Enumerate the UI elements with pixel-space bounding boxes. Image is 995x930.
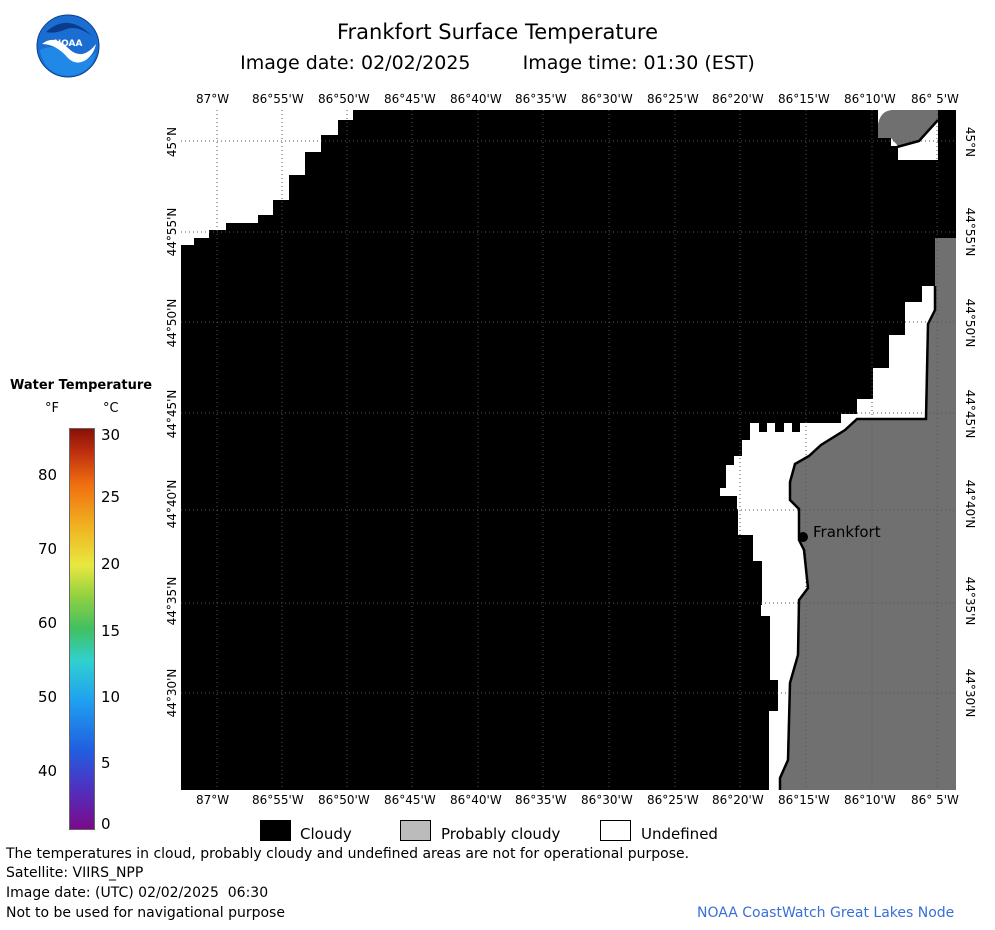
noaa-logo: NOAA: [36, 14, 100, 78]
lon-label: 87°W: [196, 92, 230, 106]
probably-cloudy-swatch: [400, 820, 431, 841]
lat-label: 44°55'N: [963, 207, 977, 257]
lat-label: 44°30'N: [165, 668, 179, 718]
credit-link[interactable]: NOAA CoastWatch Great Lakes Node: [697, 905, 955, 921]
lat-label: 44°45'N: [963, 389, 977, 439]
f-tick: 60: [38, 614, 58, 632]
c-tick: 5: [101, 754, 111, 772]
lon-label: 86°40'W: [450, 92, 502, 106]
image-date-time: Image date: 02/02/2025 Image time: 01:30…: [0, 52, 995, 74]
lon-label: 87°W: [196, 793, 230, 807]
undefined-label: Undefined: [641, 825, 718, 843]
c-tick: 15: [101, 622, 121, 640]
image-date: Image date: 02/02/2025: [240, 52, 471, 74]
lon-label: 86°45'W: [384, 793, 436, 807]
map-grid: [181, 110, 956, 790]
undefined-swatch: [600, 820, 631, 841]
f-tick: 40: [38, 762, 58, 780]
lat-label: 44°35'N: [165, 576, 179, 626]
f-tick: 80: [38, 466, 58, 484]
lon-label: 86°20'W: [712, 793, 764, 807]
lon-label: 86° 5'W: [911, 793, 959, 807]
footer-utc-date: Image date: (UTC) 02/02/2025 06:30: [6, 885, 269, 901]
lon-label: 86°45'W: [384, 92, 436, 106]
lon-label: 86°55'W: [252, 92, 304, 106]
lon-label: 86°15'W: [778, 793, 830, 807]
c-tick: 10: [101, 688, 121, 706]
lon-label: 86°30'W: [581, 793, 633, 807]
lon-label: 86°35'W: [515, 793, 567, 807]
unit-fahrenheit: °F: [45, 401, 59, 416]
c-tick: 20: [101, 555, 121, 573]
c-tick: 25: [101, 488, 121, 506]
frankfort-label: Frankfort: [813, 523, 881, 541]
lon-label: 86° 5'W: [911, 92, 959, 106]
probably-cloudy-land: [779, 238, 956, 790]
lon-label: 86°40'W: [450, 793, 502, 807]
colorbar-title: Water Temperature: [10, 378, 153, 393]
lat-label: 44°50'N: [963, 298, 977, 348]
island-shore: [896, 119, 939, 149]
colorbar: [69, 428, 95, 830]
f-tick: 50: [38, 688, 58, 706]
footer-satellite: Satellite: VIIRS_NPP: [6, 865, 144, 881]
lat-label: 44°45'N: [165, 389, 179, 439]
probably-cloudy-label: Probably cloudy: [441, 825, 561, 843]
lon-label: 86°10'W: [844, 793, 896, 807]
lon-label: 86°10'W: [844, 92, 896, 106]
c-tick: 0: [101, 815, 111, 833]
cloudy-label: Cloudy: [300, 825, 352, 843]
lat-label: 44°55'N: [165, 207, 179, 257]
lon-label: 86°55'W: [252, 793, 304, 807]
c-tick: 30: [101, 426, 121, 444]
lon-label: 86°50'W: [318, 793, 370, 807]
image-time: Image time: 01:30 (EST): [522, 52, 755, 74]
unit-celsius: °C: [103, 401, 119, 416]
lat-label: 44°30'N: [963, 668, 977, 718]
lon-label: 86°15'W: [778, 92, 830, 106]
lon-label: 86°25'W: [647, 92, 699, 106]
shoreline: [778, 286, 937, 790]
frankfort-marker: [798, 532, 808, 542]
lon-label: 86°30'W: [581, 92, 633, 106]
f-tick: 70: [38, 540, 58, 558]
satellite-map: Frankfort: [181, 110, 956, 790]
cloudy-area: [181, 110, 956, 790]
lon-label: 86°35'W: [515, 92, 567, 106]
probably-cloudy-island: [878, 110, 938, 146]
footer-note: The temperatures in cloud, probably clou…: [6, 846, 690, 862]
page-title: Frankfort Surface Temperature: [336, 20, 658, 44]
footer-nav-warning: Not to be used for navigational purpose: [6, 905, 285, 921]
noaa-logo-text: NOAA: [54, 39, 83, 49]
cloudy-swatch: [260, 820, 291, 841]
lon-label: 86°50'W: [318, 92, 370, 106]
lat-label: 44°40'N: [165, 479, 179, 529]
lon-label: 86°25'W: [647, 793, 699, 807]
lat-label: 44°35'N: [963, 576, 977, 626]
lon-label: 86°20'W: [712, 92, 764, 106]
lat-label: 45°N: [165, 126, 179, 158]
lat-label: 44°40'N: [963, 479, 977, 529]
lat-label: 44°50'N: [165, 298, 179, 348]
lat-label: 45°N: [963, 126, 977, 158]
